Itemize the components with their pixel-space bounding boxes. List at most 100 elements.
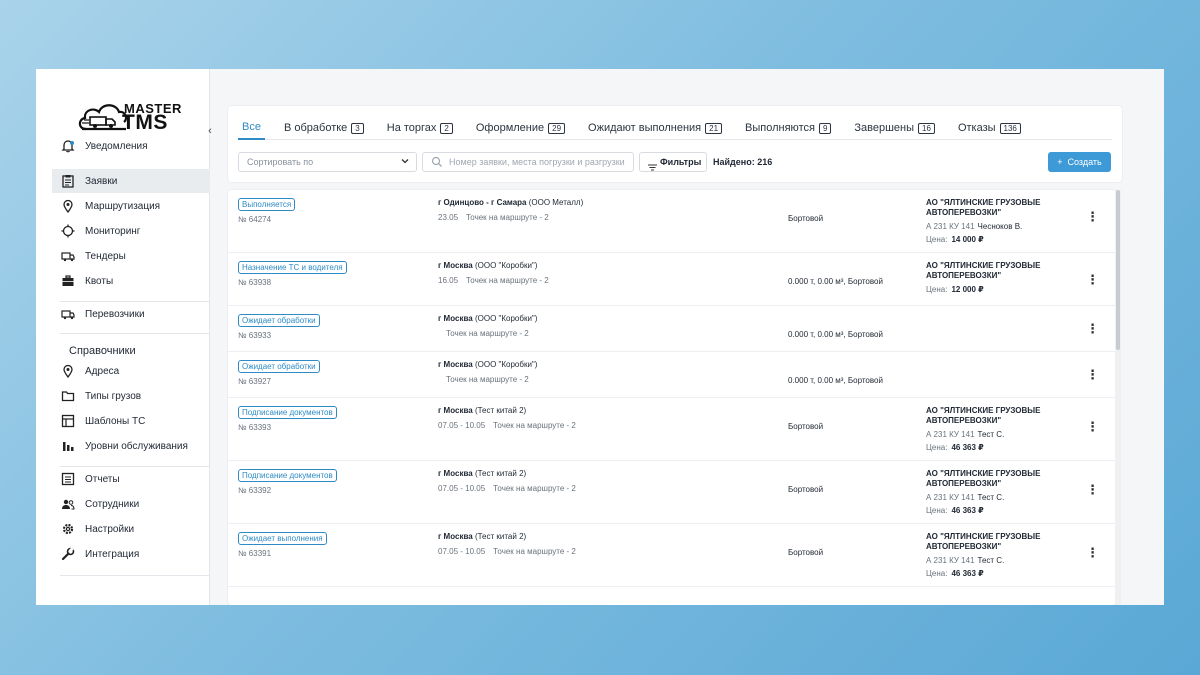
dates: 23.05: [438, 213, 459, 222]
more-vertical-icon[interactable]: ⋮: [1086, 272, 1099, 287]
sidebar-item-reports[interactable]: Отчеты: [60, 467, 210, 491]
cargo-info: 0.000 т, 0.00 м³, Бортовой: [788, 376, 883, 385]
divider: [60, 575, 210, 576]
status-badge: Ожидает обработки: [238, 360, 320, 373]
sidebar-item-employees[interactable]: Сотрудники: [60, 492, 210, 516]
vehicle-info: А 231 КУ 141 Чесноков В.: [926, 222, 1022, 231]
client: (Тест китай 2): [474, 406, 527, 415]
tab-registration[interactable]: Оформление 29: [472, 116, 569, 140]
filters-button[interactable]: Фильтры: [639, 152, 707, 172]
points-count: Точек на маршруте - 2: [446, 329, 529, 338]
tab-label: Выполняются: [745, 122, 815, 134]
table-row[interactable]: Подписание документов № 63393 г Москва (…: [228, 398, 1116, 461]
found-counter: Найдено: 216: [713, 152, 772, 172]
more-vertical-icon[interactable]: ⋮: [1086, 545, 1099, 560]
price-value: 46 363 ₽: [951, 443, 984, 452]
route-dates: 07.05 - 10.05 Точек на маршруте - 2: [438, 484, 576, 493]
sidebar-item-quotas[interactable]: Квоты: [60, 269, 210, 293]
search-input[interactable]: Номер заявки, места погрузки и разгрузки: [422, 152, 634, 172]
sidebar-item-vehicle-templates[interactable]: Шаблоны ТС: [60, 409, 210, 433]
table-row[interactable]: Ожидает обработки № 63927 г Москва (ООО …: [228, 352, 1116, 398]
tab-count-badge: 9: [818, 122, 832, 134]
more-vertical-icon[interactable]: ⋮: [1086, 209, 1099, 224]
carrier-name: АО "ЯЛТИНСКИЕ ГРУЗОВЫЕ АВТОПЕРЕВОЗКИ": [926, 198, 1041, 217]
orders-list: Выполняется № 64274 г Одинцово - г Самар…: [228, 190, 1116, 605]
logo-text-tms: TMS: [122, 111, 168, 134]
sidebar-item-integration[interactable]: Интеграция: [60, 542, 210, 566]
points-count: Точек на маршруте - 2: [493, 547, 576, 556]
sort-select[interactable]: Сортировать по: [238, 152, 417, 172]
sidebar-item-service-levels[interactable]: Уровни обслуживания: [60, 434, 210, 458]
order-number: № 64274: [238, 215, 272, 224]
sidebar-item-notifications[interactable]: Уведомления: [60, 134, 210, 158]
sidebar-item-addresses[interactable]: Адреса: [60, 359, 210, 383]
tab-in-progress[interactable]: Выполняются 9: [741, 116, 835, 140]
scrollbar-thumb[interactable]: [1116, 190, 1120, 350]
sidebar: MASTER TMS Уведомления Заявки Маршрутиза…: [36, 69, 210, 605]
logo-cloud-truck-icon: [78, 104, 128, 131]
sidebar-item-cargo-types[interactable]: Типы грузов: [60, 384, 210, 408]
sidebar-item-settings[interactable]: Настройки: [60, 517, 210, 541]
sidebar-item-label: Отчеты: [85, 473, 120, 485]
logo-text-master: MASTER: [124, 101, 182, 116]
gear-icon: [60, 521, 76, 537]
tab-completed[interactable]: Завершены 16: [850, 116, 939, 140]
table-row[interactable]: Подписание документов № 63392 г Москва (…: [228, 461, 1116, 524]
vehicle-info: А 231 КУ 141 Тест С.: [926, 556, 1004, 565]
tab-rejected[interactable]: Отказы 136: [954, 116, 1025, 140]
price: Цена: 14 000 ₽: [926, 235, 984, 244]
status-badge: Ожидает обработки: [238, 314, 320, 327]
collapse-sidebar-chevron-left-icon[interactable]: ‹: [208, 125, 212, 137]
sort-placeholder: Сортировать по: [247, 157, 314, 167]
sidebar-item-routing[interactable]: Маршрутизация: [60, 194, 210, 218]
table-row[interactable]: Выполняется № 64274 г Одинцово - г Самар…: [228, 190, 1116, 253]
more-vertical-icon[interactable]: ⋮: [1086, 482, 1099, 497]
route-dates: 16.05 Точек на маршруте - 2: [438, 276, 549, 285]
sidebar-item-orders[interactable]: Заявки: [52, 169, 210, 193]
dates: 07.05 - 10.05: [438, 547, 486, 556]
sidebar-item-label: Уровни обслуживания: [85, 440, 188, 452]
tab-bidding[interactable]: На торгах 2: [383, 116, 457, 140]
cargo-info: Бортовой: [788, 485, 824, 494]
create-button[interactable]: + Создать: [1048, 152, 1111, 172]
status-tabs: Все В обработке 3 На торгах 2 Оформление 29…: [238, 116, 1112, 140]
table-row[interactable]: Ожидает обработки № 63933 г Москва (ООО …: [228, 306, 1116, 352]
status-badge: Выполняется: [238, 198, 296, 211]
route-dates: Точек на маршруте - 2: [446, 329, 529, 338]
vehicle-info: А 231 КУ 141 Тест С.: [926, 430, 1004, 439]
sidebar-item-carriers[interactable]: Перевозчики: [60, 302, 210, 326]
driver: Тест С.: [977, 430, 1005, 439]
tab-label: Ожидают выполнения: [588, 122, 702, 134]
route-dates: 07.05 - 10.05 Точек на маршруте - 2: [438, 547, 576, 556]
sidebar-item-monitoring[interactable]: Мониторинг: [60, 219, 210, 243]
tab-all[interactable]: Все: [238, 116, 265, 140]
tab-awaiting-execution[interactable]: Ожидают выполнения 21: [584, 116, 726, 140]
driver: Тест С.: [977, 556, 1005, 565]
table-row[interactable]: Назначение ТС и водителя № 63938 г Москв…: [228, 253, 1116, 306]
order-number: № 63938: [238, 278, 272, 287]
carrier-name: АО "ЯЛТИНСКИЕ ГРУЗОВЫЕ АВТОПЕРЕВОЗКИ": [926, 469, 1041, 488]
tab-count-badge: 16: [918, 122, 935, 134]
tab-count-badge: 3: [351, 122, 364, 134]
driver: Тест С.: [977, 493, 1005, 502]
table-row[interactable]: Ожидает выполнения № 63391 г Москва (Тес…: [228, 524, 1116, 587]
more-vertical-icon[interactable]: ⋮: [1086, 419, 1099, 434]
search-placeholder: Номер заявки, места погрузки и разгрузки: [449, 157, 625, 167]
client: (ООО "Коробки"): [474, 261, 538, 270]
route-cities: г Москва: [438, 360, 473, 369]
found-count: 216: [757, 157, 773, 167]
more-vertical-icon[interactable]: ⋮: [1086, 367, 1099, 382]
sidebar-item-tenders[interactable]: Тендеры: [60, 244, 210, 268]
sidebar-item-label: Адреса: [85, 365, 120, 377]
route-dates: 07.05 - 10.05 Точек на маршруте - 2: [438, 421, 576, 430]
price-value: 14 000 ₽: [951, 235, 984, 244]
price: Цена: 46 363 ₽: [926, 443, 984, 452]
sidebar-item-label: Настройки: [85, 523, 135, 535]
more-vertical-icon[interactable]: ⋮: [1086, 321, 1099, 336]
plate: А 231 КУ 141: [926, 556, 975, 565]
sidebar-item-label: Мониторинг: [85, 225, 141, 237]
truck-fast-icon: [60, 248, 76, 264]
status-badge: Ожидает выполнения: [238, 532, 327, 545]
scrollbar-track[interactable]: [1115, 190, 1121, 605]
tab-processing[interactable]: В обработке 3: [280, 116, 368, 140]
